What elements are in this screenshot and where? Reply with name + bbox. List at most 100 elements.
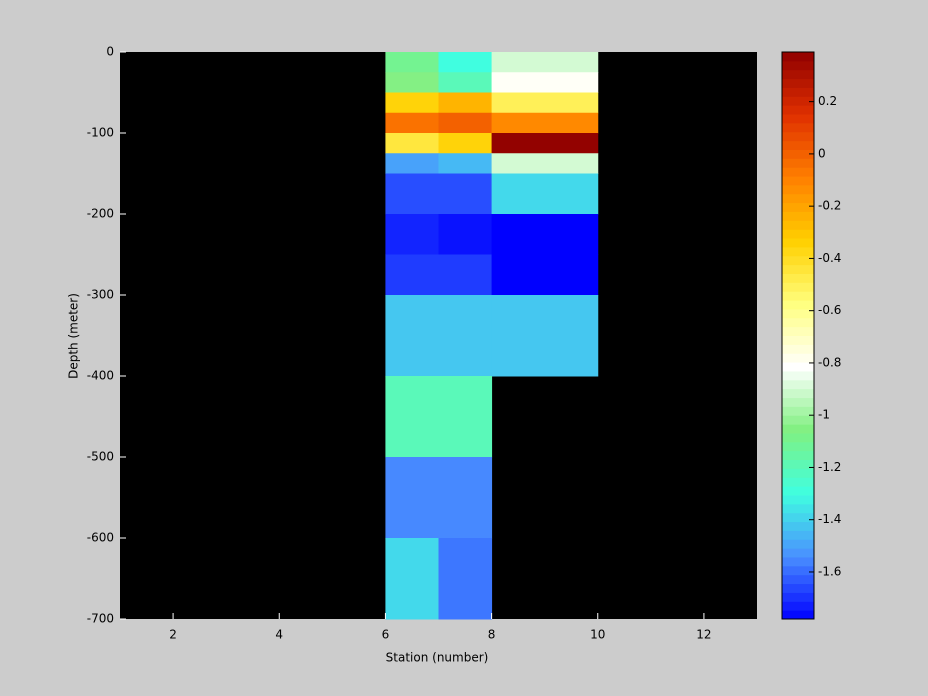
colorbar-step [782,583,814,593]
colorbar-step [782,238,814,248]
heat-cell [438,254,493,296]
heat-cell [438,92,493,114]
colorbar-step [782,388,814,399]
colorbar-step [782,282,814,292]
heat-cell [491,92,599,114]
colorbar-tick-label: -0.6 [818,303,841,317]
y-axis-label: Depth (meter) [67,293,81,379]
heat-cell [438,153,493,174]
heat-cell [438,72,493,93]
colorbar-step [782,255,814,266]
colorbar-step [782,52,814,62]
heat-cell [385,295,439,377]
colorbar-step [782,486,814,496]
colorbar-tick-label: -0.8 [818,355,841,369]
heat-cell [491,173,599,215]
heat-cell [438,376,493,458]
colorbar-step [782,353,814,363]
colorbar-step [782,264,814,274]
colorbar-step [782,114,814,124]
heat-cell [438,173,493,215]
y-tick-label: -700 [87,612,114,626]
heat-cell [385,92,439,114]
colorbar-step [782,459,814,469]
heat-cell [438,112,493,134]
colorbar-step [782,308,814,319]
y-tick-label: -400 [87,369,114,383]
colorbar-tick-label: -0.4 [818,251,841,265]
y-tick-label: -500 [87,450,114,464]
colorbar-step [782,530,814,540]
colorbar-step [782,167,814,177]
heat-cell [385,72,439,93]
y-tick-label: -600 [87,531,114,545]
colorbar-tick-label: 0 [818,146,826,160]
colorbar-step [782,565,814,576]
colorbar-tick-label: -1.6 [818,564,841,578]
colorbar-tick-label: -0.2 [818,199,841,213]
heat-cell [438,214,493,255]
colorbar-frame [781,51,815,620]
colorbar-step [782,184,814,195]
colorbar-step [782,246,814,257]
colorbar-step [782,220,814,230]
colorbar-step [782,432,814,443]
heat-cell [385,52,439,73]
heat-cell [491,52,599,73]
colorbar-step [782,300,814,310]
x-tick-label: 12 [696,628,711,642]
colorbar-tick-label: -1.4 [818,512,841,526]
colorbar-step [782,512,814,523]
x-tick-label: 10 [590,628,605,642]
x-tick-label: 4 [275,628,283,642]
heat-cell [491,112,599,134]
colorbar-tick-label: -1 [818,408,830,422]
heat-cell [385,254,439,296]
colorbar-tick-label: 0.2 [818,94,837,108]
heat-cell [438,133,493,154]
x-tick-label: 2 [169,628,177,642]
heat-cell [491,72,599,93]
colorbar-step [782,149,814,159]
colorbar-step [782,158,814,168]
colorbar-step [782,69,814,80]
colorbar-step [782,610,814,620]
x-tick-label: 8 [488,628,496,642]
colorbar-step [782,131,814,142]
colorbar-step [782,441,814,452]
colorbar-step [782,87,814,97]
colorbar-step [782,592,814,602]
colorbar-step [782,468,814,478]
heat-cell [491,214,599,255]
colorbar-step [782,548,814,558]
heat-cell [385,538,439,620]
colorbar-step [782,211,814,221]
y-tick-label: 0 [106,45,114,59]
x-tick-label: 6 [382,628,390,642]
heat-cell [491,254,599,296]
colorbar-step [782,362,814,372]
colorbar-step [782,574,814,585]
heat-cell [491,295,599,377]
colorbar-step [782,78,814,88]
heat-cell [438,295,493,377]
colorbar-step [782,193,814,204]
colorbar-step [782,494,814,505]
y-tick-label: -100 [87,126,114,140]
colorbar-step [782,317,814,328]
colorbar-step [782,105,814,115]
heat-cell [438,538,493,620]
colorbar-step [782,122,814,133]
colorbar-step [782,273,814,283]
colorbar-step [782,379,814,390]
heat-cell [385,153,439,174]
colorbar-step [782,450,814,461]
heat-cell [385,112,439,134]
colorbar-step [782,556,814,567]
colorbar-step [782,397,814,407]
heat-cell [385,133,439,154]
x-axis-label: Station (number) [386,651,489,665]
colorbar-step [782,539,814,549]
heat-cell [385,173,439,215]
